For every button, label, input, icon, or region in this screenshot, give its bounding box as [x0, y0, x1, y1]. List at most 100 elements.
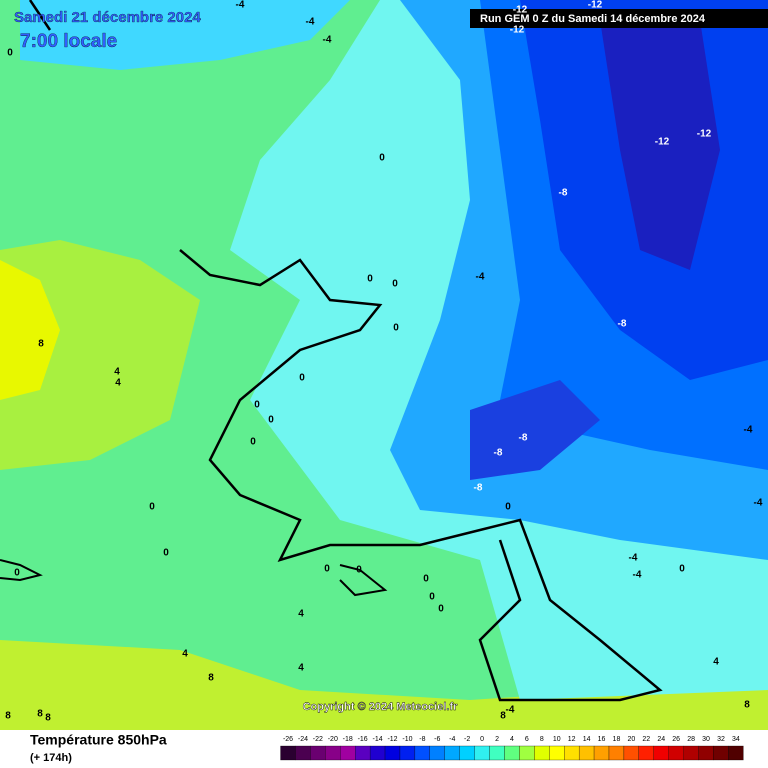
cold-core	[600, 20, 720, 270]
warm-core	[0, 260, 60, 400]
contour-label: -12	[513, 5, 528, 16]
contour-label: 8	[5, 711, 11, 722]
contour-label: 8	[45, 713, 51, 724]
colorbar-swatch	[638, 745, 654, 761]
coast-outline-2	[0, 559, 388, 597]
contour-label: -4	[476, 272, 485, 283]
contour-label: 0	[254, 400, 260, 411]
colorbar-swatch	[713, 745, 729, 761]
contour-label: 0	[324, 564, 330, 575]
colorbar-tick: -10	[402, 736, 412, 743]
contour-label: 8	[744, 700, 750, 711]
colorbar-tick: -20	[328, 736, 338, 743]
colorbar-swatch	[519, 745, 535, 761]
contour-label: -8	[618, 319, 627, 330]
contour-label: 4	[182, 649, 188, 660]
colorbar-swatch	[444, 745, 460, 761]
colorbar-swatch	[414, 745, 430, 761]
run-label: Run GEM 0 Z du Samedi 14 décembre 2024	[480, 13, 706, 25]
contour-label: -4	[754, 498, 763, 509]
colorbar-swatch	[698, 745, 714, 761]
contour-label: 8	[208, 673, 214, 684]
date-label: Samedi 21 décembre 2024	[14, 9, 201, 26]
contour-label: 4	[298, 663, 304, 674]
colorbar-tick: 32	[717, 736, 725, 743]
warm-zone	[0, 240, 200, 470]
colorbar-swatch	[340, 745, 356, 761]
contour-label: 0	[356, 565, 362, 576]
colorbar-tick: -4	[449, 736, 455, 743]
colorbar-tick: 16	[598, 736, 606, 743]
colorbar-tick: 18	[613, 736, 621, 743]
contour-label: 0	[379, 153, 385, 164]
colorbar-tick: -2	[464, 736, 470, 743]
contour-label: -8	[519, 433, 528, 444]
colorbar-tick: 4	[510, 736, 514, 743]
contour-label: -12	[510, 25, 525, 36]
colorbar-tick: 2	[495, 736, 499, 743]
colorbar-tick: -8	[419, 736, 425, 743]
colorbar-tick: 12	[568, 736, 576, 743]
contour-label: 4	[114, 367, 120, 378]
contour-label: -4	[633, 570, 642, 581]
colorbar-swatch	[623, 745, 640, 761]
contour-label: 0	[268, 415, 274, 426]
colorbar-tick: 0	[480, 736, 484, 743]
contour-label: -12	[697, 129, 712, 140]
colorbar-tick: 26	[672, 736, 680, 743]
colorbar-tick: 28	[687, 736, 695, 743]
colorbar-tick: 22	[642, 736, 650, 743]
contour-label: 4	[115, 378, 121, 389]
colorbar-swatch	[474, 745, 490, 761]
colorbar-swatch	[683, 745, 699, 761]
footer-title: Température 850hPa	[30, 732, 167, 748]
colorbar-swatch	[564, 745, 580, 761]
contour-label: -4	[744, 425, 753, 436]
contour-label: -4	[506, 705, 515, 716]
colorbar-swatch	[534, 745, 550, 761]
colorbar-tick: -26	[283, 736, 293, 743]
colorbar-swatch	[549, 745, 565, 761]
coast-outline	[28, 0, 663, 702]
colorbar-swatch	[429, 745, 445, 761]
colorbar-swatch	[489, 745, 505, 761]
colorbar-tick: 6	[525, 736, 529, 743]
colorbar-tick: -22	[313, 736, 323, 743]
warm-south	[0, 640, 768, 730]
contour-label: -4	[323, 35, 332, 46]
colorbar-tick: 8	[540, 736, 544, 743]
contour-label: -8	[474, 483, 483, 494]
run-box	[470, 9, 768, 28]
colorbar-swatch	[459, 745, 475, 761]
cold-nw	[20, 0, 350, 70]
contour-label: 0	[250, 437, 256, 448]
contour-label: -8	[494, 448, 503, 459]
contour-label: 0	[367, 274, 373, 285]
contour-label: 0	[392, 279, 398, 290]
colorbar-swatch	[280, 745, 296, 761]
contour-label: 4	[298, 609, 304, 620]
colorbar-swatch	[325, 745, 341, 761]
colorbar-tick: 10	[553, 736, 561, 743]
colorbar-swatch	[653, 745, 669, 761]
colorbar-tick: 24	[657, 736, 665, 743]
colorbar-swatch	[384, 745, 401, 761]
contour-label: 8	[37, 709, 43, 720]
contour-label: 0	[149, 502, 155, 513]
contour-label: 8	[38, 339, 44, 350]
contour-label: 4	[713, 657, 719, 668]
footer-lead: (+ 174h)	[30, 752, 72, 764]
colorbar-swatch	[728, 745, 744, 761]
colorbar-tick: -12	[387, 736, 397, 743]
copyright: Copyright © 2024 Meteociel.fr	[303, 701, 459, 713]
contour-label: 0	[505, 502, 511, 513]
colorbar-swatch	[668, 745, 684, 761]
colorbar-swatch	[369, 745, 386, 761]
contour-label: 8	[500, 711, 506, 722]
colorbar-tick: -14	[373, 736, 383, 743]
colorbar-swatch	[310, 745, 326, 761]
contour-label: 0	[423, 574, 429, 585]
contour-label: 0	[679, 564, 685, 575]
colorbar-tick: -16	[358, 736, 368, 743]
